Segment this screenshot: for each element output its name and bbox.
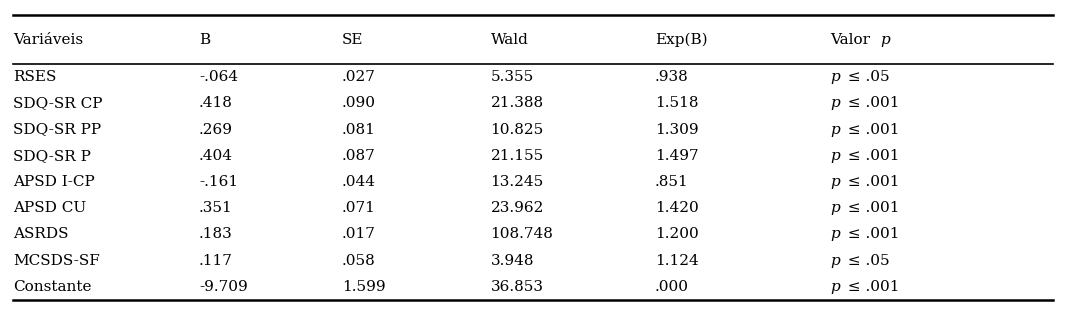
Text: -.064: -.064: [199, 70, 238, 84]
Text: .017: .017: [342, 227, 376, 241]
Text: Constante: Constante: [14, 280, 92, 294]
Text: ≤ .001: ≤ .001: [842, 201, 899, 215]
Text: MCSDS-SF: MCSDS-SF: [14, 254, 100, 268]
Text: 36.853: 36.853: [490, 280, 544, 294]
Text: ≤ .05: ≤ .05: [842, 70, 889, 84]
Text: .117: .117: [199, 254, 232, 268]
Text: .081: .081: [342, 123, 376, 137]
Text: p: p: [830, 280, 840, 294]
Text: B: B: [199, 32, 210, 46]
Text: 1.124: 1.124: [655, 254, 698, 268]
Text: ≤ .001: ≤ .001: [842, 175, 899, 189]
Text: RSES: RSES: [14, 70, 56, 84]
Text: Wald: Wald: [490, 32, 529, 46]
Text: Valor: Valor: [830, 32, 875, 46]
Text: .071: .071: [342, 201, 376, 215]
Text: -.161: -.161: [199, 175, 238, 189]
Text: 21.388: 21.388: [490, 96, 544, 110]
Text: Variáveis: Variáveis: [14, 32, 83, 46]
Text: 1.497: 1.497: [655, 149, 698, 163]
Text: .090: .090: [342, 96, 376, 110]
Text: ≤ .001: ≤ .001: [842, 123, 899, 137]
Text: ≤ .001: ≤ .001: [842, 96, 899, 110]
Text: APSD I-CP: APSD I-CP: [14, 175, 95, 189]
Text: p: p: [830, 254, 840, 268]
Text: 3.948: 3.948: [490, 254, 534, 268]
Text: 108.748: 108.748: [490, 227, 553, 241]
Text: p: p: [830, 227, 840, 241]
Text: 10.825: 10.825: [490, 123, 544, 137]
Text: 5.355: 5.355: [490, 70, 534, 84]
Text: ASRDS: ASRDS: [14, 227, 69, 241]
Text: 1.309: 1.309: [655, 123, 698, 137]
Text: ≤ .001: ≤ .001: [842, 227, 899, 241]
Text: .183: .183: [199, 227, 232, 241]
Text: 1.599: 1.599: [342, 280, 386, 294]
Text: Exp(B): Exp(B): [655, 32, 708, 47]
Text: p: p: [881, 32, 890, 46]
Text: p: p: [830, 123, 840, 137]
Text: ≤ .001: ≤ .001: [842, 280, 899, 294]
Text: .027: .027: [342, 70, 376, 84]
Text: 1.518: 1.518: [655, 96, 698, 110]
Text: p: p: [830, 201, 840, 215]
Text: .087: .087: [342, 149, 376, 163]
Text: .044: .044: [342, 175, 376, 189]
Text: 21.155: 21.155: [490, 149, 544, 163]
Text: SDQ-SR PP: SDQ-SR PP: [14, 123, 101, 137]
Text: SDQ-SR P: SDQ-SR P: [14, 149, 92, 163]
Text: 1.420: 1.420: [655, 201, 698, 215]
Text: ≤ .05: ≤ .05: [842, 254, 889, 268]
Text: 1.200: 1.200: [655, 227, 698, 241]
Text: .418: .418: [199, 96, 232, 110]
Text: .269: .269: [199, 123, 233, 137]
Text: .058: .058: [342, 254, 376, 268]
Text: 23.962: 23.962: [490, 201, 544, 215]
Text: p: p: [830, 70, 840, 84]
Text: SE: SE: [342, 32, 364, 46]
Text: APSD CU: APSD CU: [14, 201, 86, 215]
Text: p: p: [830, 96, 840, 110]
Text: SDQ-SR CP: SDQ-SR CP: [14, 96, 103, 110]
Text: .000: .000: [655, 280, 689, 294]
Text: .938: .938: [655, 70, 689, 84]
Text: .404: .404: [199, 149, 233, 163]
Text: .851: .851: [655, 175, 689, 189]
Text: p: p: [830, 175, 840, 189]
Text: p: p: [830, 149, 840, 163]
Text: ≤ .001: ≤ .001: [842, 149, 899, 163]
Text: 13.245: 13.245: [490, 175, 544, 189]
Text: .351: .351: [199, 201, 232, 215]
Text: -9.709: -9.709: [199, 280, 247, 294]
